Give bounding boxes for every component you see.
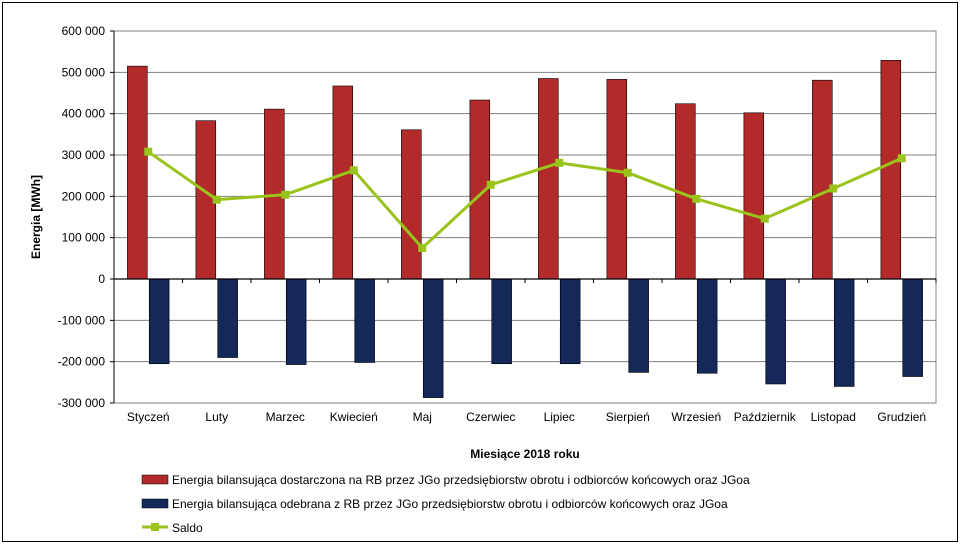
saldo-point: [418, 244, 427, 252]
bar-dostarczona: [332, 85, 354, 280]
y-tick-label: 300 000: [62, 148, 106, 162]
x-tick-label: Grudzień: [877, 410, 926, 424]
saldo-point: [144, 147, 153, 156]
bar-odebrana: [491, 278, 512, 365]
saldo-point: [486, 180, 495, 189]
x-tick-label: Październik: [734, 410, 797, 424]
legend: Energia bilansująca dostarczona na RB pr…: [141, 473, 750, 535]
x-tick-label: Styczeń: [127, 410, 170, 424]
bar-dostarczona: [538, 78, 559, 280]
y-tick-label: 200 000: [62, 189, 106, 203]
bar-dostarczona: [812, 79, 833, 280]
saldo-point: [281, 190, 290, 199]
x-tick-label: Lipiec: [544, 410, 575, 424]
saldo-point: [623, 168, 632, 177]
x-tick-label: Marzec: [266, 410, 305, 424]
bar-odebrana: [148, 278, 170, 365]
bar-odebrana: [833, 278, 855, 387]
saldo-point: [760, 214, 769, 223]
y-tick-label: 0: [98, 272, 105, 286]
y-tick-label: -100 000: [58, 313, 106, 327]
x-tick-label: Sierpień: [606, 410, 650, 424]
saldo-point: [692, 194, 701, 203]
legend-label-dostarczona: Energia bilansująca dostarczona na RB pr…: [172, 473, 750, 487]
y-axis-title: Energia [MWh]: [29, 175, 43, 259]
bar-odebrana: [217, 278, 238, 358]
bars: [127, 60, 923, 398]
bar-odebrana: [628, 278, 649, 373]
x-tick-label: Wrzesień: [671, 410, 721, 424]
saldo-point: [212, 195, 221, 204]
y-tick-label: 500 000: [62, 65, 106, 79]
bar-dostarczona: [401, 129, 422, 280]
bar-dostarczona: [127, 65, 148, 280]
saldo-point: [555, 158, 564, 167]
axes: [110, 30, 937, 404]
x-axis-title: Miesiące 2018 roku: [470, 447, 579, 461]
legend-swatch-dostarczona: [141, 474, 169, 485]
y-tick-label: 400 000: [62, 107, 106, 121]
x-tick-label: Luty: [205, 410, 228, 424]
x-tick-label: Listopad: [811, 410, 856, 424]
bar-dostarczona: [880, 60, 902, 280]
y-tick-label: -200 000: [58, 355, 106, 369]
bar-dostarczona: [743, 112, 765, 280]
legend-swatch-saldo-marker: [151, 523, 159, 531]
saldo-line: [147, 150, 903, 250]
bar-odebrana: [285, 278, 307, 365]
plot-area: [113, 30, 937, 404]
bar-odebrana: [765, 278, 786, 385]
y-tick-label: 600 000: [62, 24, 106, 38]
x-tick-label: Kwiecień: [330, 410, 378, 424]
bar-odebrana: [422, 278, 444, 398]
legend-label-odebrana: Energia bilansująca odebrana z RB przez …: [172, 497, 728, 511]
bar-odebrana: [696, 278, 718, 374]
saldo-point: [349, 166, 358, 175]
bar-odebrana: [354, 278, 375, 363]
bar-odebrana: [559, 278, 581, 365]
bar-odebrana: [902, 278, 923, 377]
legend-label-saldo: Saldo: [172, 521, 203, 535]
saldo-point: [897, 154, 906, 163]
saldo-line-group: [144, 147, 906, 252]
y-tick-label: -300 000: [58, 396, 106, 410]
y-tick-label: 100 000: [62, 231, 106, 245]
x-tick-label: Czerwiec: [466, 410, 515, 424]
x-tick-labels: Styczeń Luty Marzec Kwiecień Maj Czerwiec Lipi…: [127, 410, 926, 424]
y-tick-labels: -300 000 -200 000 -100 000 0 100 000 200 000 3…: [58, 24, 106, 410]
x-tick-label: Maj: [413, 410, 432, 424]
legend-swatch-odebrana: [141, 498, 169, 509]
saldo-point: [829, 184, 838, 193]
bar-dostarczona: [606, 79, 628, 280]
